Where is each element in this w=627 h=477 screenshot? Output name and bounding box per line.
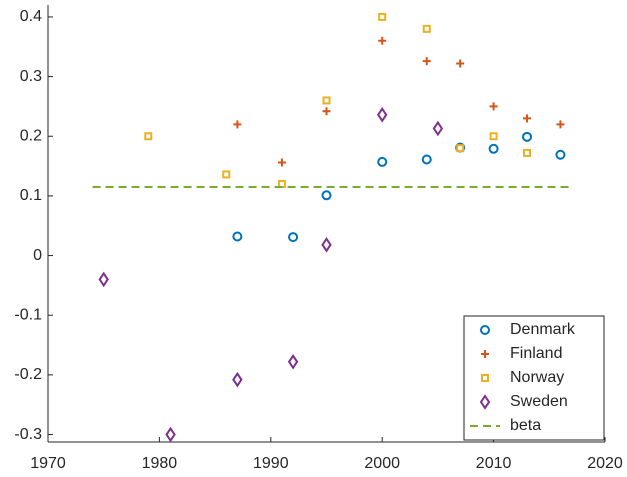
point [144, 132, 153, 141]
point [277, 158, 286, 167]
point [232, 371, 243, 388]
point [288, 232, 299, 243]
point [378, 12, 387, 21]
x-tick-label: 1970 [30, 455, 66, 472]
point [556, 120, 565, 129]
point [456, 59, 465, 68]
point [422, 57, 431, 66]
point [489, 102, 498, 111]
legend-label: Denmark [510, 321, 576, 338]
y-tick-label: -0.2 [14, 366, 42, 383]
y-tick-label: 0.2 [20, 127, 42, 144]
point [376, 106, 388, 123]
legend-label: Sweden [510, 393, 568, 410]
legend-swatch [480, 325, 490, 335]
y-tick-label: 0.4 [20, 8, 42, 25]
point [222, 170, 231, 179]
point [233, 120, 242, 129]
point [456, 144, 465, 153]
point [523, 148, 532, 157]
legend-swatch [481, 374, 489, 382]
point [432, 120, 444, 137]
legend-label: Norway [510, 369, 564, 386]
legend-label: beta [510, 417, 541, 434]
x-tick-label: 2010 [476, 455, 512, 472]
point [322, 107, 331, 116]
point [523, 114, 532, 123]
y-tick-label: 0.3 [20, 68, 42, 85]
legend-label: Finland [510, 345, 562, 362]
point [165, 426, 176, 443]
point [321, 237, 332, 253]
y-tick-label: -0.1 [14, 306, 42, 323]
point [377, 156, 388, 167]
point [322, 96, 331, 105]
y-tick-label: 0 [33, 247, 42, 264]
point [98, 271, 109, 288]
y-tick-label: 0.1 [20, 187, 42, 204]
y-tick-label: -0.3 [14, 426, 42, 443]
x-tick-label: 1980 [142, 455, 178, 472]
point [555, 149, 566, 160]
point [489, 132, 498, 141]
legend: Denmark Finland Norway Sweden beta [463, 315, 605, 441]
point [321, 190, 332, 201]
point [422, 24, 431, 33]
point [378, 36, 387, 45]
point [522, 131, 533, 142]
point [488, 143, 499, 154]
legend-swatch [479, 394, 491, 410]
point [287, 353, 299, 370]
point [232, 231, 243, 242]
x-tick-label: 2000 [364, 455, 400, 472]
legend-swatch [481, 350, 489, 358]
x-tick-label: 2020 [587, 455, 623, 472]
point [421, 154, 432, 165]
x-tick-label: 1990 [253, 455, 289, 472]
